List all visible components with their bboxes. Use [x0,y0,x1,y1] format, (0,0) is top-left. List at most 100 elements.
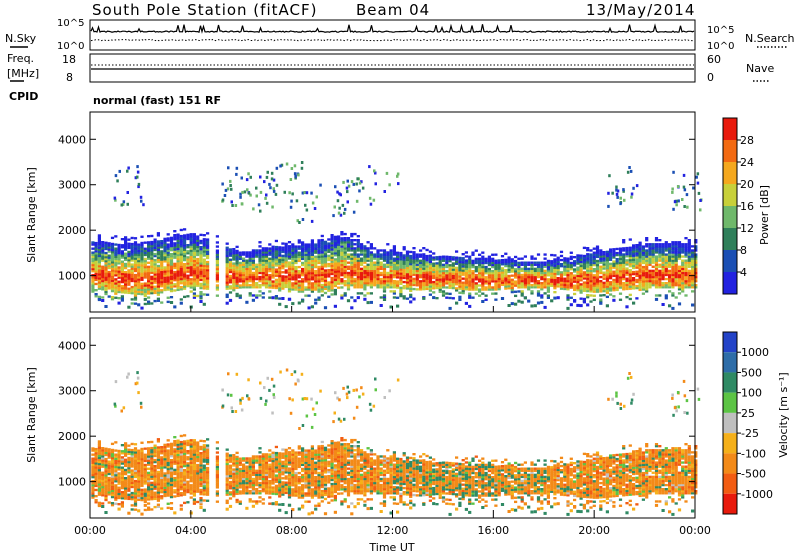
power-echo-cell [390,290,393,292]
velocity-echo-cell [118,464,121,466]
power-echo-cell [419,284,422,286]
power-echo-cell [140,275,143,277]
power-echo-cell [589,260,592,262]
velocity-echo-cell [131,498,134,500]
velocity-echo-cell [190,447,193,449]
power-echo-cell [258,294,261,296]
power-echo-cell [383,294,386,296]
power-echo-cell [609,281,612,283]
power-echo-cell [167,233,170,235]
power-echo-cell [301,243,304,245]
power-echo-cell [396,282,399,284]
power-echo-cell [596,266,599,268]
power-echo-cell [131,302,134,304]
power-echo-cell [163,238,166,240]
power-echo-cell [662,282,665,284]
power-echo-cell [373,282,376,284]
power-echo-cell [278,246,281,248]
power-echo-cell [583,281,586,283]
velocity-echo-cell [111,463,114,465]
power-echo-cell [662,260,665,262]
power-echo-cell [695,176,698,179]
power-echo-cell [131,286,134,288]
power-echo-cell [465,264,468,266]
velocity-echo-cell [186,491,189,493]
power-echo-cell [416,274,419,276]
velocity-echo-cell [163,448,166,450]
velocity-echo-cell [124,461,127,463]
power-echo-cell [249,284,252,286]
power-echo-cell [684,282,687,284]
power-echo-cell [140,250,143,252]
power-echo-cell [347,284,350,286]
power-echo-cell [344,272,347,274]
power-echo-cell [291,192,294,195]
power-echo-cell [294,280,297,282]
power-echo-cell [616,193,619,196]
power-echo-cell [396,268,399,270]
power-echo-cell [199,277,202,279]
power-echo-cell [586,286,589,288]
power-echo-cell [390,286,393,288]
power-echo-cell [540,276,543,278]
power-echo-cell [671,268,674,270]
power-echo-cell [278,289,281,291]
velocity-echo-cell [157,465,160,467]
power-echo-cell [563,284,566,286]
power-echo-cell [272,276,275,278]
power-echo-cell [91,241,94,243]
power-echo-cell [504,269,507,271]
power-echo-cell [239,268,242,270]
power-echo-cell [412,270,415,272]
power-echo-cell [570,268,573,270]
velocity-echo-cell [134,494,137,496]
power-echo-cell [665,243,668,245]
power-echo-cell [655,260,658,262]
power-echo-cell [134,251,137,253]
power-echo-cell [327,273,330,275]
power-echo-cell [114,272,117,274]
power-echo-cell [272,266,275,268]
power-echo-cell [619,268,622,270]
power-echo-cell [111,265,114,267]
velocity-echo-cell [160,448,163,450]
power-echo-cell [216,252,219,254]
power-echo-cell [95,289,98,291]
velocity-echo-cell [137,458,140,460]
power-echo-cell [432,277,435,279]
power-echo-cell [566,296,569,298]
velocity-echo-cell [180,480,183,482]
velocity-echo-cell [183,461,186,463]
power-echo-cell [648,272,651,274]
power-echo-cell [439,282,442,284]
power-echo-cell [357,249,360,251]
power-echo-cell [494,280,497,282]
power-echo-cell [662,243,665,245]
power-echo-cell [131,253,134,255]
power-echo-cell [639,270,642,272]
power-echo-cell [409,271,412,273]
power-echo-cell [334,252,337,254]
velocity-echo-cell [140,513,143,516]
power-echo-cell [104,293,107,295]
power-echo-cell [353,243,356,245]
power-echo-cell [514,262,517,264]
power-echo-cell [206,255,209,257]
power-echo-cell [475,260,478,262]
power-echo-cell [376,253,379,255]
power-echo-cell [242,286,245,288]
power-echo-cell [412,247,415,249]
velocity-echo-cell [98,451,101,453]
power-echo-cell [494,286,497,288]
power-echo-cell [342,181,345,184]
power-echo-cell [580,273,583,275]
power-echo-cell [163,283,166,285]
power-echo-cell [249,264,252,266]
velocity-echo-cell [108,493,111,495]
velocity-echo-cell [177,470,180,472]
power-echo-cell [160,246,163,248]
power-echo-cell [229,263,232,265]
power-echo-cell [275,254,278,256]
power-echo-cell [603,288,606,290]
velocity-echo-cell [101,461,104,463]
